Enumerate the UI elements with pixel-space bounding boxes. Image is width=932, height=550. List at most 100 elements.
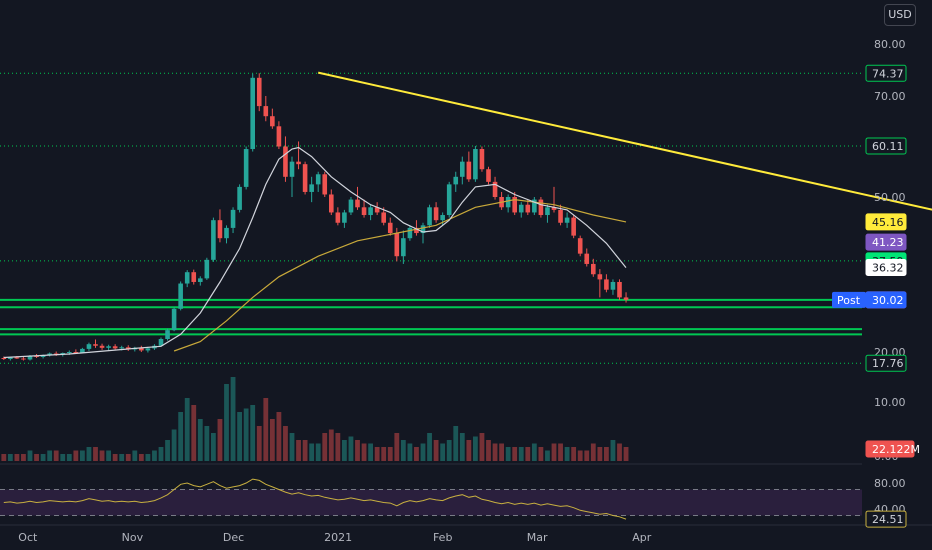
candle-body [492,181,498,197]
candle-body [577,238,583,254]
candle-body [178,283,183,309]
candle-body [289,161,295,177]
volume-bar [158,447,164,461]
candle-body [532,199,537,213]
volume-bar [132,450,138,461]
candle-body [73,352,79,353]
candle-body [112,346,118,349]
volume-bar [407,443,413,461]
candle-body [604,279,609,290]
candle-body [250,77,255,150]
volume-bar [597,447,603,461]
volume-bar [394,433,400,461]
candle-body [440,215,445,221]
volume-bar [125,454,131,461]
volume-bar [138,454,144,461]
volume-bar [531,443,537,461]
volume-bar [518,447,524,461]
candle-body [315,174,321,185]
volume-bar [256,426,262,461]
volume-bar [564,447,570,461]
price-label-box [865,137,907,155]
candle-body [355,199,360,208]
price-label-text: 22.122M [872,443,920,456]
trendline [317,71,932,211]
rsi-tick-label: 80.00 [874,477,906,490]
volume-bar [623,447,629,461]
time-tick-label: Nov [122,531,144,544]
candle-body [505,197,511,208]
candle-body [302,164,308,192]
volume-bar [479,433,485,461]
price-label-text: 30.02 [872,294,904,307]
candle-body [296,161,301,165]
candle-body [545,207,550,216]
volume-bar [171,429,177,461]
volume-bar [165,440,170,461]
candle-body [617,281,622,298]
price-label-box [865,213,907,231]
volume-bar [315,443,321,461]
candle-body [512,197,517,213]
time-tick-label: Mar [527,531,548,544]
volume-bar [106,450,111,461]
time-tick-label: Feb [433,531,452,544]
candle-body [401,238,406,257]
time-tick-label: Dec [223,531,244,544]
volume-bar [374,447,380,461]
volume-bar [499,443,504,461]
candle-body [610,281,616,290]
price-label-text: 74.37 [872,67,904,80]
candle-body [460,161,465,177]
candle-body [158,339,164,346]
candle-body [374,207,380,213]
volume-bar [230,377,236,461]
volume-bar [40,454,46,461]
volume-bar [269,419,275,461]
volume-bar [473,436,478,461]
candle-body [119,347,124,349]
volume-bar [453,426,459,461]
price-label-text: 36.32 [872,261,904,274]
indicator-lines [3,71,932,359]
volume-bar [296,440,301,461]
currency-button[interactable]: USD [884,4,916,26]
volume-bar [551,443,557,461]
price-label-text: 41.23 [872,236,904,249]
candle-body [479,149,485,170]
candle-body [558,209,563,223]
candle-body [99,345,105,348]
candle-body [414,227,419,234]
candle-body [551,207,557,210]
volume-bar [617,443,622,461]
price-label-box [865,233,907,251]
time-tick-label: Oct [18,531,38,544]
volume-bar [355,440,360,461]
volume-bar [80,450,85,461]
sma-long-line [173,198,627,352]
price-label-box [865,440,915,458]
volume-bar [558,443,563,461]
candle-body [453,176,459,185]
volume-bar [250,405,256,461]
candle-body [224,227,229,239]
candle-body [342,212,347,223]
volume-bar [505,447,511,461]
volume-bar [525,447,531,461]
volume-bar [119,454,125,461]
volume-bar [93,447,98,461]
volume-bar [112,454,118,461]
volume-bar [427,433,432,461]
post-tag-text: Post [837,294,861,307]
candle-body [387,222,393,234]
volume-pane [1,377,629,461]
candle-body [8,357,13,359]
price-tick-label: 70.00 [874,90,906,103]
rsi-pane [0,463,862,520]
volume-bar [27,450,33,461]
volume-bar [237,412,242,461]
volume-bar [47,450,53,461]
candle-body [466,161,472,180]
